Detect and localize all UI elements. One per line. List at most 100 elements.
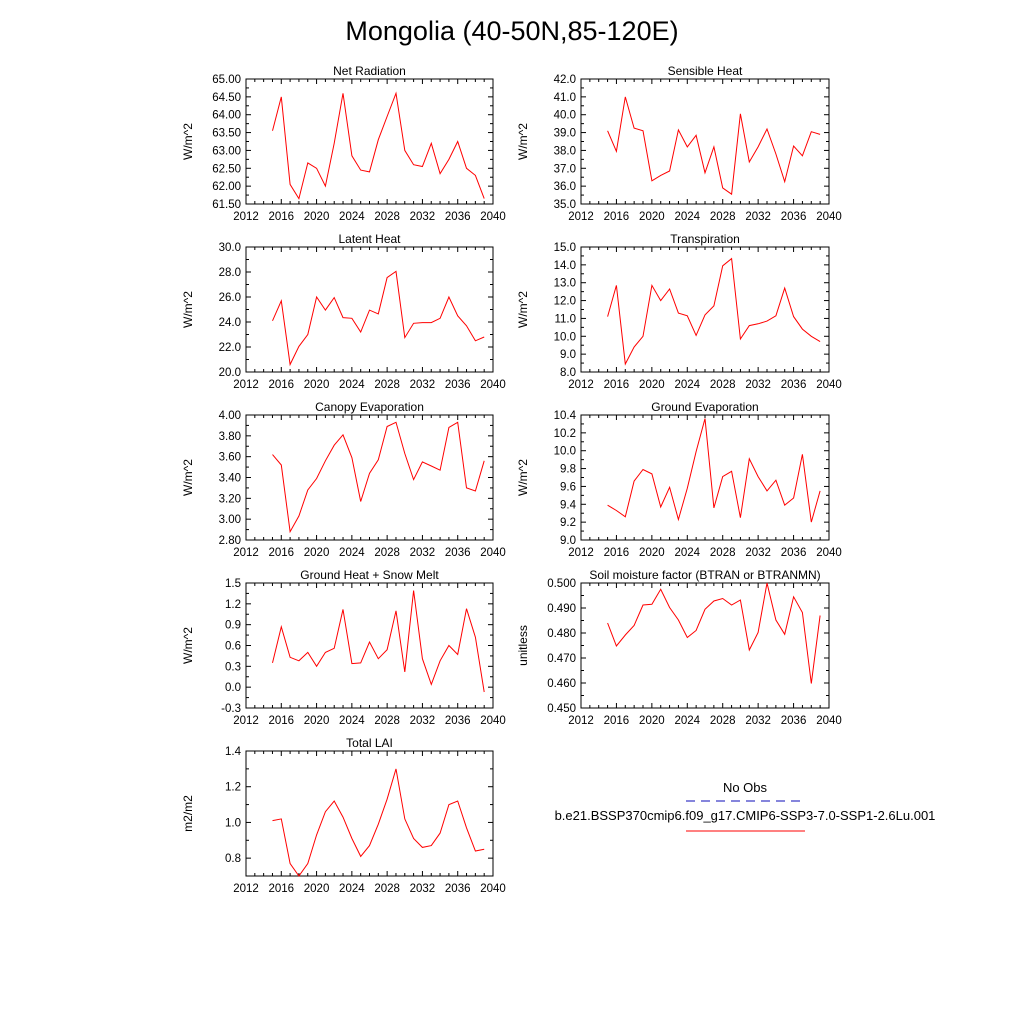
plot-frame (245, 78, 494, 205)
series-line (607, 96, 821, 196)
y-tick-label: 10.0 (554, 331, 576, 343)
y-tick-label: 1.4 (225, 746, 242, 758)
series-line (272, 590, 485, 693)
plot-frame (245, 582, 494, 709)
panel-grid: Net Radiation 2012 2016 2020 2024 2028 2032 203… (181, 64, 842, 895)
panel-title: Total LAI (346, 736, 393, 750)
y-tick-label: 0.500 (547, 578, 576, 590)
x-tick-label: 2020 (304, 715, 330, 727)
y-axis-label: W/m^2 (181, 123, 195, 160)
panel-5: Ground Evaporation 2012 2016 2020 2024 2028 20… (516, 400, 842, 559)
panel-6: Ground Heat + Snow Melt 2012 2016 2020 2024 2… (181, 568, 506, 727)
series-line (272, 421, 485, 534)
y-tick-label: 0.450 (547, 703, 576, 715)
y-tick-label: 1.0 (225, 817, 241, 829)
y-tick-label: 0.470 (547, 653, 576, 665)
panel-7: Soil moisture factor (BTRAN or BTRANMN) 2… (516, 568, 842, 727)
series-line (607, 582, 821, 684)
y-tick-label: 0.0 (225, 682, 241, 694)
x-tick-label: 2020 (304, 547, 330, 559)
x-tick-label: 2036 (445, 715, 471, 727)
x-tick-label: 2012 (233, 211, 259, 223)
panel-2: Latent Heat 2012 2016 2020 2024 2028 2032 2036 2… (181, 232, 506, 391)
panel-title: Ground Heat + Snow Melt (300, 568, 439, 582)
y-tick-label: 1.2 (225, 599, 241, 611)
y-tick-label: 39.0 (554, 128, 576, 140)
y-tick-label: 3.80 (219, 431, 241, 443)
x-tick-label: 2020 (639, 547, 665, 559)
series-line (607, 257, 821, 366)
plot-frame (580, 414, 830, 541)
x-tick-label: 2040 (816, 715, 842, 727)
x-tick-label: 2024 (339, 379, 365, 391)
x-tick-label: 2036 (781, 211, 807, 223)
x-tick-label: 2016 (268, 211, 294, 223)
panel-title: Net Radiation (333, 64, 406, 78)
x-tick-label: 2040 (480, 211, 506, 223)
x-tick-label: 2040 (816, 211, 842, 223)
y-tick-label: 1.5 (225, 578, 241, 590)
x-tick-label: 2024 (339, 547, 365, 559)
y-axis-label: W/m^2 (181, 291, 195, 328)
y-tick-label: 61.50 (212, 199, 241, 211)
x-tick-label: 2040 (816, 547, 842, 559)
x-tick-label: 2020 (304, 379, 330, 391)
x-tick-label: 2032 (745, 211, 771, 223)
y-tick-label: 10.0 (554, 446, 576, 458)
y-tick-label: 8.0 (560, 367, 576, 379)
x-tick-label: 2040 (480, 379, 506, 391)
x-tick-label: 2016 (268, 883, 294, 895)
y-tick-label: 10.4 (554, 410, 577, 422)
x-tick-label: 2020 (639, 211, 665, 223)
x-tick-label: 2036 (445, 211, 471, 223)
y-tick-label: 9.8 (560, 464, 576, 476)
x-tick-label: 2032 (745, 379, 771, 391)
y-tick-label: 14.0 (554, 260, 576, 272)
x-tick-label: 2028 (374, 547, 400, 559)
x-tick-label: 2036 (445, 379, 471, 391)
panel-title: Transpiration (670, 232, 740, 246)
y-tick-label: 63.50 (212, 128, 241, 140)
series-line (272, 270, 485, 367)
y-tick-label: 64.50 (212, 92, 241, 104)
x-tick-label: 2036 (781, 379, 807, 391)
x-tick-label: 2016 (268, 547, 294, 559)
legend: No Obs b.e21.BSSP370cmip6.f09_g17.CMIP6-… (555, 780, 935, 832)
x-tick-label: 2024 (674, 715, 700, 727)
y-tick-label: 9.6 (560, 481, 576, 493)
x-tick-label: 2036 (445, 883, 471, 895)
y-tick-label: 4.00 (219, 410, 241, 422)
x-tick-label: 2016 (604, 715, 630, 727)
panel-1: Sensible Heat 2012 2016 2020 2024 2028 2032 203… (516, 64, 842, 223)
y-tick-label: 30.0 (219, 242, 241, 254)
y-tick-label: 9.0 (560, 349, 576, 361)
x-tick-label: 2032 (410, 211, 436, 223)
x-tick-label: 2024 (339, 883, 365, 895)
panel-title: Ground Evaporation (651, 400, 758, 414)
y-tick-label: 0.9 (225, 620, 241, 632)
y-tick-label: 20.0 (219, 367, 241, 379)
y-tick-label: 0.3 (225, 661, 241, 673)
x-tick-label: 2024 (674, 211, 700, 223)
x-tick-label: 2032 (410, 547, 436, 559)
y-tick-label: 0.6 (225, 641, 241, 653)
x-tick-label: 2024 (339, 211, 365, 223)
y-tick-label: 3.60 (219, 452, 241, 464)
x-tick-label: 2016 (268, 715, 294, 727)
panel-title: Sensible Heat (668, 64, 743, 78)
panel-0: Net Radiation 2012 2016 2020 2024 2028 2032 203… (181, 64, 506, 223)
x-tick-label: 2012 (233, 379, 259, 391)
x-tick-label: 2032 (745, 715, 771, 727)
x-tick-label: 2020 (639, 715, 665, 727)
plot-frame (245, 246, 494, 373)
y-tick-label: 40.0 (554, 110, 576, 122)
y-tick-label: 24.0 (219, 317, 241, 329)
page-title: Mongolia (40-50N,85-120E) (345, 16, 678, 46)
y-tick-label: -0.3 (221, 703, 241, 715)
panel-8: Total LAI 2012 2016 2020 2024 2028 2032 2036 204… (181, 736, 506, 895)
x-tick-label: 2036 (445, 547, 471, 559)
x-tick-label: 2012 (233, 547, 259, 559)
y-tick-label: 2.80 (219, 535, 241, 547)
y-tick-label: 0.490 (547, 603, 576, 615)
